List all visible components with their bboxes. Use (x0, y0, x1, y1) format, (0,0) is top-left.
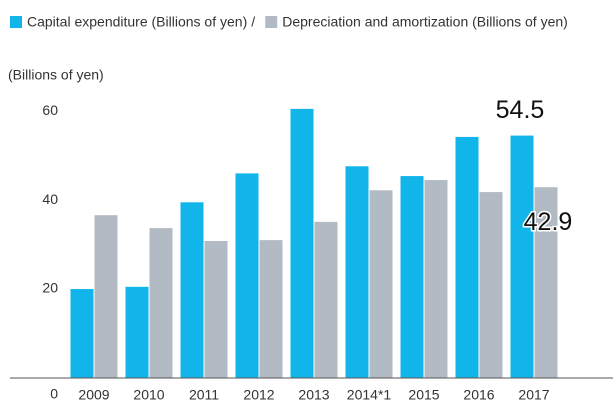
bar (424, 180, 448, 378)
value-label: 42.9 (524, 208, 573, 236)
legend-label: Capital expenditure (Billions of yen) (27, 14, 247, 30)
bar (400, 176, 424, 378)
x-tick-label: 2014*1 (347, 387, 392, 403)
bar (314, 221, 338, 378)
bar (534, 187, 558, 378)
bar (510, 135, 534, 378)
bar (125, 286, 149, 378)
bar (204, 241, 228, 378)
x-tick-label: 2011 (189, 387, 219, 403)
x-tick-label: 2012 (243, 387, 274, 403)
x-tick-label: 2017 (518, 387, 549, 403)
y-tick-label: 40 (42, 191, 58, 207)
bar (479, 192, 503, 378)
bar (149, 228, 173, 378)
legend-swatch (265, 16, 278, 28)
x-tick-label: 2013 (298, 387, 329, 403)
y-tick-label: 60 (42, 102, 58, 118)
y-tick-label: 0 (50, 386, 58, 402)
x-tick-label: 2016 (463, 387, 494, 403)
y-tick-label: 20 (42, 280, 58, 296)
x-tick-label: 2009 (78, 387, 109, 403)
legend-swatch (10, 16, 22, 28)
bar (180, 202, 204, 378)
bar (235, 173, 259, 378)
legend-separator: / (251, 14, 255, 30)
bar (70, 289, 94, 378)
bar (345, 166, 369, 378)
bar (259, 240, 283, 378)
legend-label: Depreciation and amortization (Billions … (282, 14, 568, 30)
x-tick-label: 2015 (408, 387, 439, 403)
bar (94, 215, 118, 378)
bar (290, 108, 314, 379)
bar (369, 190, 393, 378)
value-label: 54.5 (496, 96, 545, 124)
x-tick-label: 2010 (133, 387, 164, 403)
bar (455, 136, 479, 378)
y-axis-label: (Billions of yen) (8, 67, 104, 83)
